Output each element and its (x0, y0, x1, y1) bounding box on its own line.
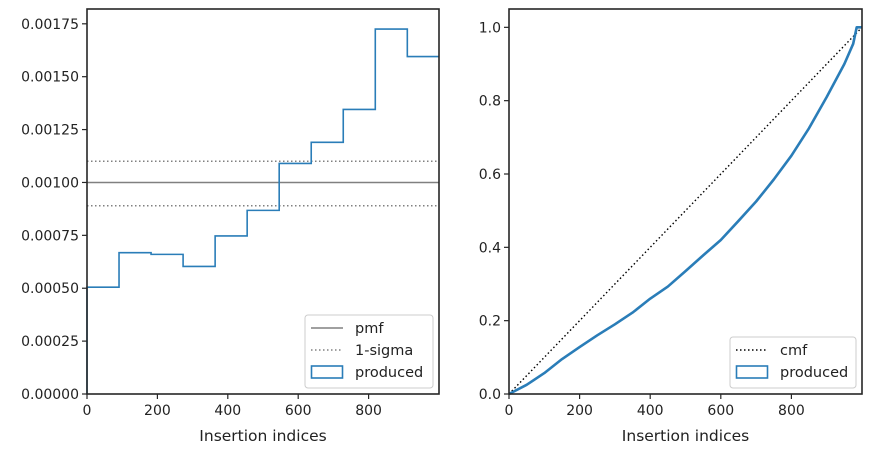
x-tick-label: 0 (505, 403, 514, 419)
cumulative-point-12 (720, 239, 722, 241)
legend: pmf 1-sigma produced (304, 314, 434, 389)
y-tick-label: 0.6 (479, 167, 501, 183)
y-tick-label: 0.00075 (21, 228, 79, 244)
cumulative-point-20 (852, 43, 854, 45)
x-axis-title: Insertion indices (199, 427, 326, 445)
x-tick-label: 600 (285, 403, 312, 419)
cumulative-point-21 (856, 26, 858, 28)
right-chart-panel: 0 200 400 600 800 0.0 0.2 0.4 0.6 0.8 1.0 Insertion… (479, 8, 863, 445)
y-tick-label: 0.00100 (21, 175, 79, 191)
legend-label: produced (780, 365, 848, 381)
y-tick-label: 0.00000 (21, 387, 79, 403)
cumulative-point-6 (614, 323, 616, 325)
y-tick-label: 0.00150 (21, 70, 79, 86)
cumulative-point-2 (543, 372, 545, 374)
y-tick-label: 1.0 (479, 20, 501, 36)
legend-label: cmf (780, 343, 808, 359)
cumulative-point-8 (649, 298, 651, 300)
legend-handle-box (735, 365, 769, 379)
y-tick-label: 0.00175 (21, 17, 79, 33)
cumulative-point-19 (843, 63, 845, 65)
cumulative-point-17 (808, 127, 810, 129)
axes-frame (86, 8, 440, 395)
cumulative-point-11 (702, 254, 704, 256)
x-tick-label: 600 (707, 403, 734, 419)
cumulative-point-10 (685, 270, 686, 272)
y-tick-label: 0.0 (479, 387, 501, 403)
cumulative-point-15 (773, 179, 775, 180)
cumulative-point-13 (737, 220, 739, 222)
x-tick-label: 800 (355, 403, 382, 419)
y-tick-label: 0.4 (479, 240, 501, 256)
y-tick-label: 0.00125 (21, 123, 79, 139)
x-axis-title: Insertion indices (622, 427, 749, 445)
legend-label: 1-sigma (355, 343, 413, 359)
cumulative-point-4 (579, 346, 581, 348)
x-tick-label: 400 (637, 403, 664, 419)
y-tick-label: 0.8 (479, 94, 501, 110)
cumulative-point-18 (826, 96, 828, 98)
y-tick-label: 0.2 (479, 314, 501, 330)
cumulative-point-7 (632, 312, 634, 314)
cumulative-point-3 (561, 358, 563, 360)
cumulative-point-1 (526, 384, 528, 386)
legend-box (304, 314, 434, 389)
legend-label: pmf (355, 321, 384, 337)
legend-label: produced (355, 365, 423, 381)
cumulative-point-5 (596, 334, 598, 336)
left-chart-panel: 0 200 400 600 800 0.00000 0.00025 0.00050 0.0007… (21, 8, 440, 445)
legend: cmf produced (729, 336, 857, 389)
x-tick-label: 0 (83, 403, 92, 419)
y-tick-label: 0.00025 (21, 334, 79, 350)
legend-handle-box (310, 365, 344, 379)
x-tick-label: 800 (778, 403, 805, 419)
x-tick-label: 200 (144, 403, 171, 419)
y-tick-label: 0.00050 (21, 281, 79, 297)
cumulative-point-16 (790, 155, 792, 157)
x-tick-label: 400 (214, 403, 241, 419)
x-tick-label: 200 (566, 403, 593, 419)
cumulative-point-9 (667, 286, 669, 288)
cmf-line (508, 26, 863, 395)
cumulative-point-14 (755, 201, 757, 202)
axes-frame (508, 8, 863, 395)
produced-step-series (86, 28, 439, 394)
